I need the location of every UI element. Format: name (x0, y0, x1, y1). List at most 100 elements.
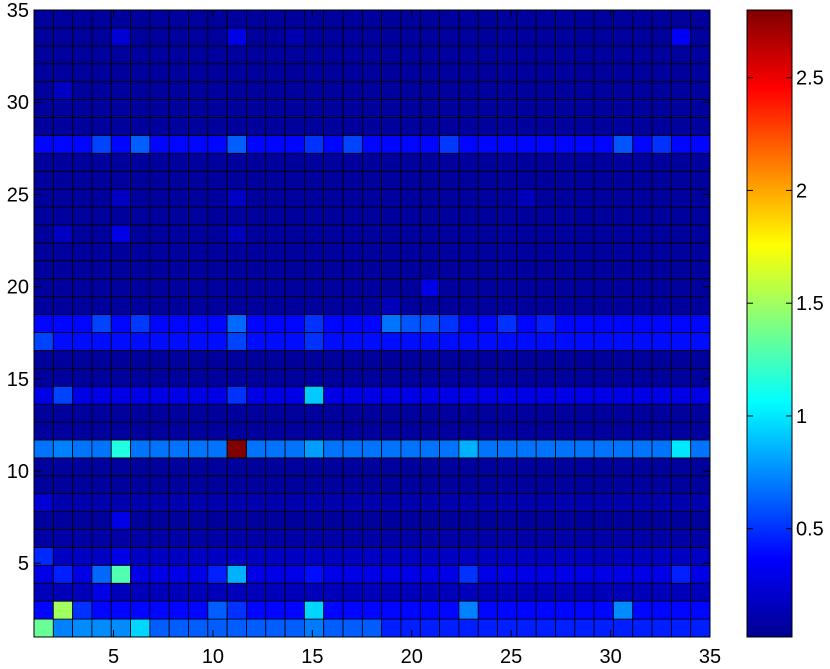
heatmap-cell-18-22 (361, 242, 383, 262)
heatmap-cell-33-14 (651, 385, 672, 405)
heatmap-cell-20-10 (400, 457, 421, 477)
heatmap-cell-19-25 (381, 188, 402, 208)
heatmap-cell-1-21 (33, 260, 54, 280)
heatmap-cell-4-14 (91, 385, 112, 405)
heatmap-cell-29-5 (574, 547, 595, 566)
heatmap-cell-6-27 (130, 152, 151, 172)
heatmap-cell-7-35 (149, 9, 170, 29)
heatmap-cell-15-23 (303, 224, 325, 244)
heatmap-cell-30-30 (593, 99, 614, 118)
heatmap-cell-8-32 (168, 63, 189, 83)
heatmap-cell-9-14 (188, 385, 209, 405)
heatmap-cell-7-15 (149, 367, 170, 387)
x-tick-label: 20 (401, 646, 423, 668)
heatmap-cell-27-8 (535, 493, 556, 513)
heatmap-cell-21-34 (419, 27, 441, 47)
heatmap-cell-10-20 (207, 278, 228, 298)
heatmap-cell-11-7 (226, 511, 247, 530)
heatmap-cell-11-19 (226, 296, 247, 315)
heatmap-cell-32-11 (632, 439, 653, 459)
heatmap-cell-4-17 (91, 332, 112, 351)
heatmap-cell-27-9 (535, 475, 556, 495)
heatmap-cell-5-5 (110, 547, 131, 566)
heatmap-cell-34-7 (670, 511, 692, 530)
heatmap-cell-26-21 (516, 260, 537, 280)
heatmap-cell-32-10 (632, 457, 653, 477)
heatmap-cell-4-7 (91, 511, 112, 530)
heatmap-cell-17-18 (342, 314, 363, 333)
heatmap-cell-13-8 (265, 493, 286, 513)
heatmap-cell-28-19 (555, 296, 576, 315)
heatmap-cell-18-29 (361, 117, 383, 136)
heatmap-cell-13-32 (265, 63, 286, 83)
heatmap-cell-14-24 (284, 206, 305, 226)
heatmap-cell-26-6 (516, 529, 537, 548)
heatmap-cell-32-5 (632, 547, 653, 566)
heatmap-cell-17-1 (342, 618, 363, 638)
heatmap-cell-26-27 (516, 152, 537, 172)
heatmap-cell-32-19 (632, 296, 653, 315)
heatmap-cell-27-15 (535, 367, 556, 387)
heatmap-cell-6-31 (130, 81, 151, 100)
heatmap-cell-18-10 (361, 457, 383, 477)
heatmap-cell-24-16 (477, 349, 498, 369)
heatmap-cell-26-17 (516, 332, 537, 351)
heatmap-cell-6-1 (130, 618, 151, 638)
heatmap-cell-34-24 (670, 206, 692, 226)
heatmap-cell-35-32 (690, 63, 711, 83)
heatmap-cell-4-13 (91, 403, 112, 423)
heatmap-cell-17-22 (342, 242, 363, 262)
heatmap-cell-19-7 (381, 511, 402, 530)
heatmap-cell-3-22 (72, 242, 93, 262)
heatmap-cell-26-14 (516, 385, 537, 405)
heatmap-cell-26-20 (516, 278, 537, 298)
heatmap-cell-22-14 (439, 385, 460, 405)
heatmap-cell-11-24 (226, 206, 247, 226)
heatmap-cell-12-21 (246, 260, 267, 280)
heatmap-cell-4-25 (91, 188, 112, 208)
heatmap-cell-27-13 (535, 403, 556, 423)
heatmap-cell-21-33 (419, 45, 441, 65)
heatmap-cell-22-17 (439, 332, 460, 351)
heatmap-cell-22-20 (439, 278, 460, 298)
heatmap-cell-16-21 (323, 260, 344, 280)
heatmap-cell-33-24 (651, 206, 672, 226)
heatmap-cell-15-17 (303, 332, 325, 351)
heatmap-cell-19-9 (381, 475, 402, 495)
heatmap-cell-16-18 (323, 314, 344, 333)
heatmap-cell-17-6 (342, 529, 363, 548)
heatmap-cell-14-18 (284, 314, 305, 333)
heatmap-cell-8-22 (168, 242, 189, 262)
heatmap-cell-34-6 (670, 529, 692, 548)
heatmap-cell-3-4 (72, 564, 93, 584)
heatmap-cell-3-14 (72, 385, 93, 405)
heatmap-cell-27-20 (535, 278, 556, 298)
heatmap-cell-10-35 (207, 9, 228, 29)
heatmap-cell-27-6 (535, 529, 556, 548)
heatmap-cell-17-11 (342, 439, 363, 459)
heatmap-cell-33-4 (651, 564, 672, 584)
heatmap-cell-17-4 (342, 564, 363, 584)
heatmap-cell-24-33 (477, 45, 498, 65)
heatmap-cell-12-20 (246, 278, 267, 298)
heatmap-cell-3-8 (72, 493, 93, 513)
heatmap-cell-4-23 (91, 224, 112, 244)
heatmap-cell-27-17 (535, 332, 556, 351)
heatmap-cell-20-21 (400, 260, 421, 280)
heatmap-cell-14-19 (284, 296, 305, 315)
heatmap-cell-13-30 (265, 99, 286, 118)
heatmap-cell-14-15 (284, 367, 305, 387)
heatmap-cell-23-9 (458, 475, 479, 495)
heatmap-cell-32-21 (632, 260, 653, 280)
heatmap-cell-31-20 (613, 278, 634, 298)
heatmap-cell-29-13 (574, 403, 595, 423)
heatmap-cell-24-29 (477, 117, 498, 136)
heatmap-cell-27-18 (535, 314, 556, 333)
heatmap-cell-5-4 (110, 564, 131, 584)
heatmap-cell-14-9 (284, 475, 305, 495)
heatmap-cell-5-35 (110, 9, 131, 29)
heatmap-cell-10-7 (207, 511, 228, 530)
heatmap-cell-6-20 (130, 278, 151, 298)
heatmap-cell-24-11 (477, 439, 498, 459)
